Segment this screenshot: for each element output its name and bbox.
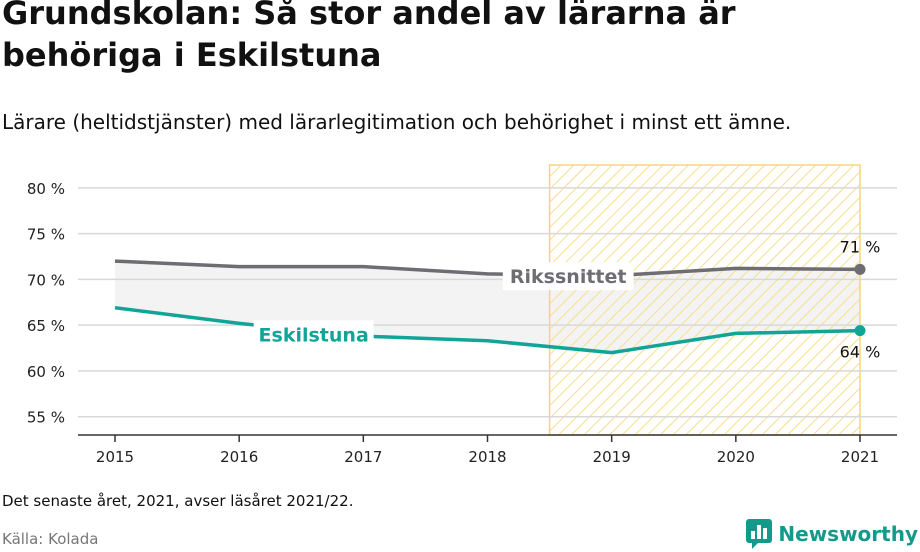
y-tick-label: 55 % — [27, 409, 65, 427]
y-tick-label: 70 % — [27, 271, 65, 289]
y-tick-label: 80 % — [27, 180, 65, 198]
end-value-label: 71 % — [840, 237, 881, 256]
x-tick-label: 2020 — [717, 448, 755, 466]
brand-logo: Newsworthy — [746, 518, 918, 550]
x-tick-label: 2021 — [841, 448, 879, 466]
highlight-period — [548, 164, 861, 436]
end-value-label: 64 % — [840, 343, 881, 362]
x-tick-label: 2015 — [96, 448, 134, 466]
x-tick-label: 2019 — [593, 448, 631, 466]
series-end-point — [854, 325, 866, 337]
series-end-point — [854, 263, 866, 275]
x-tick-label: 2018 — [468, 448, 506, 466]
series-name-label: Rikssnittet — [510, 266, 627, 288]
x-tick-label: 2016 — [220, 448, 258, 466]
source-credit: Källa: Kolada — [2, 530, 99, 548]
y-tick-label: 65 % — [27, 317, 65, 335]
chart-title: Grundskolan: Så stor andel av lärarna är… — [2, 0, 736, 74]
series-line-eskilstuna — [114, 306, 861, 355]
series-label-backing — [253, 320, 374, 349]
line-chart: 55 % 60 % 65 % 70 % 75 % 80 % 2015 2016 2017 2018… — [27, 164, 897, 466]
footnote: Det senaste året, 2021, avser läsåret 20… — [2, 492, 354, 510]
y-tick-label: 60 % — [27, 363, 65, 381]
series-name-label: Eskilstuna — [259, 324, 369, 346]
bar-chart-logo-icon — [746, 519, 773, 549]
x-tick-label: 2017 — [344, 448, 382, 466]
chart-subtitle: Lärare (heltidstjänster) med lärarlegiti… — [2, 110, 792, 134]
series-label-backing — [502, 262, 634, 291]
series-line-rikssnittet — [114, 259, 861, 278]
brand-name: Newsworthy — [778, 522, 918, 546]
y-tick-label: 75 % — [27, 226, 65, 244]
